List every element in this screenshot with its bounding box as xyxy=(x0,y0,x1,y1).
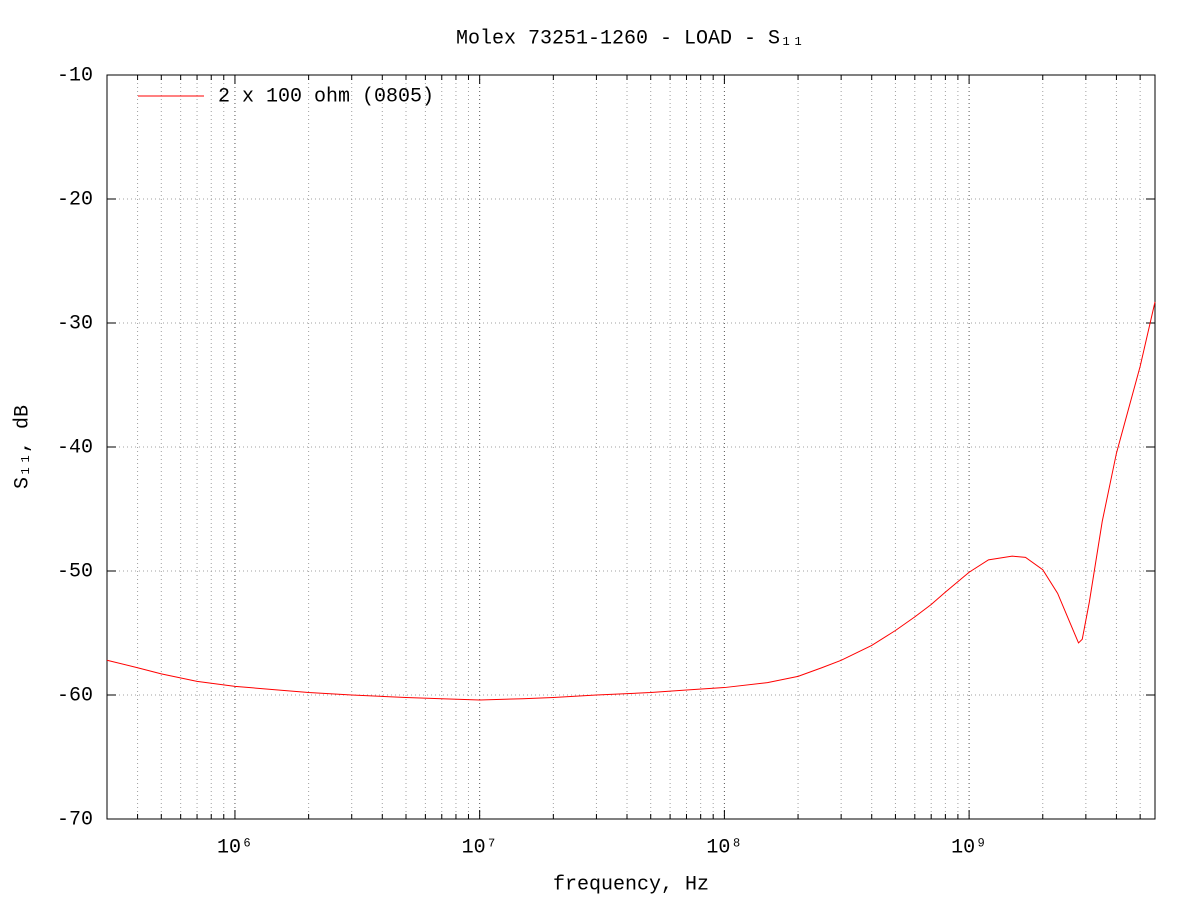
y-axis-label: S₁₁, dB xyxy=(11,405,34,489)
x-tick-label: 10⁸ xyxy=(706,836,742,859)
chart-title: Molex 73251-1260 - LOAD - S₁₁ xyxy=(456,27,804,50)
x-axis-label: frequency, Hz xyxy=(553,873,709,896)
y-tick-label: -10 xyxy=(57,64,93,87)
y-tick-label: -20 xyxy=(57,188,93,211)
x-tick-label: 10⁷ xyxy=(462,836,498,859)
x-tick-label: 10⁹ xyxy=(951,836,987,859)
plot-frame xyxy=(106,74,1156,820)
series-line xyxy=(106,301,1156,701)
y-tick-label: -70 xyxy=(57,808,93,831)
y-tick-label: -30 xyxy=(57,312,93,335)
y-tick-label: -60 xyxy=(57,684,93,707)
x-tick-label: 10⁶ xyxy=(217,836,253,859)
legend-label: 2 x 100 ohm (0805) xyxy=(218,85,434,108)
y-tick-label: -50 xyxy=(57,560,93,583)
y-tick-label: -40 xyxy=(57,436,93,459)
